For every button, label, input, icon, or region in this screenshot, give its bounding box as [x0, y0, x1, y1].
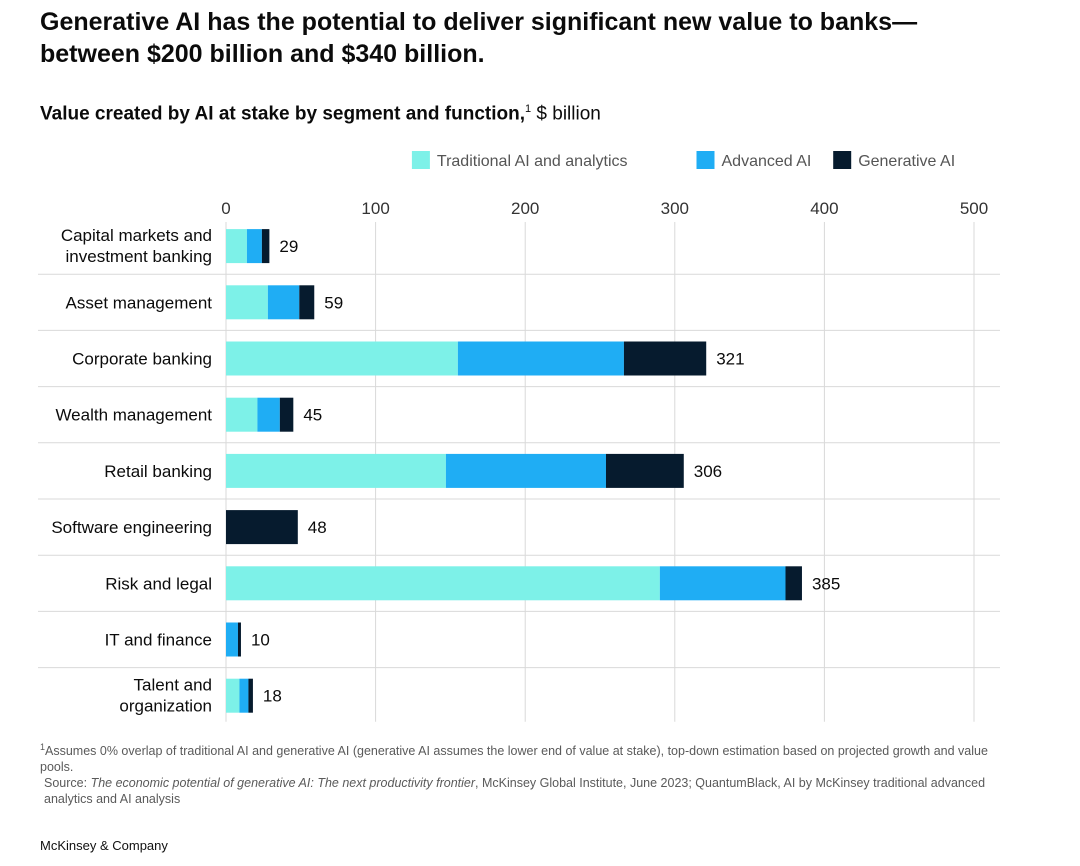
bar-segment-advanced: [246, 229, 262, 264]
bar-segment-generative: [279, 397, 294, 432]
bar-segment-generative: [299, 285, 315, 320]
category-label: investment banking: [66, 247, 212, 266]
bar-segment-generative: [261, 229, 270, 264]
source-rest: , McKinsey Global Institute, June 2023; …: [44, 776, 986, 807]
bar-segment-traditional: [226, 566, 660, 601]
bar-segment-generative: [226, 510, 298, 545]
legend-label-advanced: Advanced AI: [722, 153, 812, 170]
legend-label-generative: Generative AI: [858, 153, 955, 170]
category-label: Software engineering: [51, 518, 212, 537]
source-label: Source:: [44, 776, 91, 791]
stacked-bar-chart: 0 100 200 300 400 500 Capital markets and inves…: [38, 151, 1000, 722]
bar-segment-traditional: [226, 229, 247, 264]
bar-segment-advanced: [445, 453, 606, 488]
legend-swatch-generative: [833, 151, 852, 169]
footnote-1: 1Assumes 0% overlap of traditional AI an…: [40, 739, 1000, 775]
bar-segment-advanced: [257, 397, 280, 432]
category-label: Corporate banking: [72, 350, 212, 369]
bar-segment-traditional: [226, 678, 240, 713]
total-label: 10: [251, 631, 270, 650]
chart-title-line-1: Generative AI has the potential to deliv…: [40, 8, 918, 36]
source-title: The economic potential of generative AI:…: [90, 776, 476, 791]
chart-subtitle-text: Value created by AI at stake by segment …: [40, 103, 525, 125]
bar-segment-traditional: [226, 397, 258, 432]
source-note: Source: The economic potential of genera…: [40, 775, 1000, 807]
category-label: Talent and: [134, 676, 212, 695]
category-label: Capital markets and: [61, 226, 212, 245]
bar-segment-advanced: [226, 622, 238, 657]
total-label: 321: [716, 350, 744, 369]
footnote-marker: 1: [525, 103, 532, 115]
legend-swatch-traditional: [411, 151, 430, 169]
x-tick-label: 300: [661, 199, 689, 218]
bar-segment-advanced: [239, 678, 249, 713]
total-label: 45: [303, 406, 322, 425]
bar-segment-generative: [785, 566, 802, 601]
bar-segment-advanced: [267, 285, 300, 320]
category-label: IT and finance: [105, 631, 212, 650]
legend-label-traditional: Traditional AI and analytics: [437, 153, 628, 170]
total-label: 29: [279, 237, 298, 256]
category-label: Wealth management: [55, 406, 212, 425]
total-label: 18: [263, 687, 282, 706]
bar-segment-generative: [623, 341, 707, 376]
x-tick-label: 200: [511, 199, 539, 218]
bar-segment-generative: [237, 622, 241, 657]
footnote-1-text: Assumes 0% overlap of traditional AI and…: [40, 744, 988, 775]
brand-logo: McKinsey & Company: [40, 838, 168, 853]
category-label: Asset management: [66, 293, 213, 312]
bar-segment-advanced: [659, 566, 786, 601]
bar-segment-advanced: [457, 341, 624, 376]
footnotes: 1Assumes 0% overlap of traditional AI an…: [40, 739, 1000, 807]
chart-subtitle: Value created by AI at stake by segment …: [40, 103, 601, 125]
total-label: 59: [324, 293, 343, 312]
category-label: Risk and legal: [105, 574, 212, 593]
chart-title: Generative AI has the potential to deliv…: [40, 6, 1040, 70]
x-tick-label: 100: [361, 199, 389, 218]
footnote-1-marker: 1: [40, 742, 46, 752]
bar-segment-generative: [605, 453, 684, 488]
x-tick-label: 400: [810, 199, 838, 218]
total-label: 306: [694, 462, 722, 481]
chart-title-line-2: between $200 billion and $340 billion.: [40, 40, 485, 68]
category-label: organization: [119, 697, 212, 716]
total-label: 385: [812, 574, 840, 593]
x-tick-label: 500: [960, 199, 988, 218]
bar-segment-traditional: [226, 453, 446, 488]
legend-swatch-advanced: [696, 151, 715, 169]
total-label: 48: [308, 518, 327, 537]
bar-segment-traditional: [226, 341, 458, 376]
category-label: Retail banking: [104, 462, 212, 481]
bar-segment-generative: [248, 678, 253, 713]
bar-segment-traditional: [226, 285, 268, 320]
unit-label: $ billion: [536, 103, 601, 125]
x-tick-label: 0: [221, 199, 230, 218]
